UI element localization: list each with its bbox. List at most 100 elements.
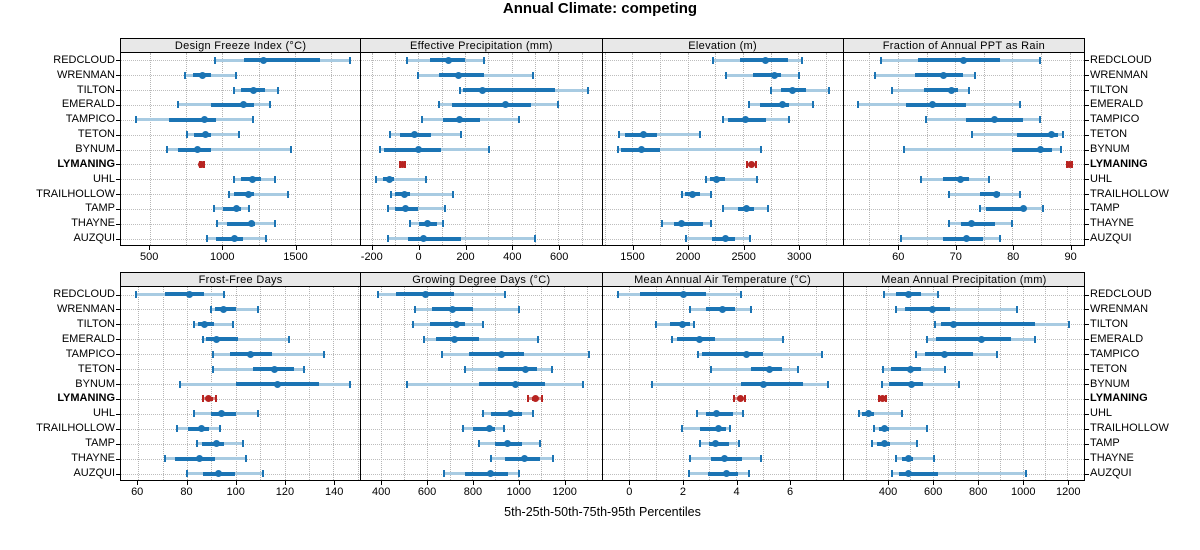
percentile-band-25-75 xyxy=(891,367,922,372)
whisker-cap xyxy=(539,440,542,448)
median-dot xyxy=(248,175,256,183)
row-tick-left xyxy=(116,324,120,326)
row-tick-left xyxy=(116,294,120,296)
whisker-cap xyxy=(235,71,238,79)
axis-caption: 5th-25th-50th-75th-95th Percentiles xyxy=(504,505,701,519)
percentile-band-5-95 xyxy=(229,192,289,196)
whisker-cap xyxy=(517,305,520,313)
row-tick-right xyxy=(1085,60,1089,62)
percentile-band-5-95 xyxy=(202,337,290,341)
median-dot xyxy=(957,175,965,183)
row-tick-right xyxy=(1085,75,1089,77)
median-dot xyxy=(770,71,778,79)
whisker-cap xyxy=(213,56,216,64)
whisker-cap xyxy=(265,235,267,243)
whisker-cap xyxy=(488,146,490,153)
whisker-cap xyxy=(999,235,1002,243)
whisker-cap xyxy=(452,190,454,198)
percentile-band-25-75 xyxy=(888,382,924,386)
axis-tick-label: 0 xyxy=(626,486,633,498)
station-label-right: TAMPICO xyxy=(1090,347,1140,360)
station-label-left: WRENMAN xyxy=(56,68,115,81)
station-label-left: THAYNE xyxy=(71,217,115,230)
percentile-band-25-75 xyxy=(222,206,242,211)
whisker-cap xyxy=(739,290,742,298)
percentile-band-25-75 xyxy=(898,471,938,476)
axis-tick xyxy=(295,246,297,250)
percentile-band-25-75 xyxy=(699,426,727,431)
station-label-right: TAMP xyxy=(1090,437,1120,450)
grid-line-vertical xyxy=(869,53,871,245)
percentile-band-25-75 xyxy=(941,322,1036,327)
whisker-cap xyxy=(968,86,971,94)
whisker-cap xyxy=(1042,205,1045,213)
percentile-band-5-95 xyxy=(166,148,292,151)
grid-line-horizontal xyxy=(121,134,361,136)
whisker-cap xyxy=(988,175,990,183)
median-dot xyxy=(420,235,428,243)
percentile-band-25-75 xyxy=(383,147,442,152)
row-tick-left xyxy=(116,134,120,136)
percentile-band-25-75 xyxy=(234,192,255,197)
whisker-cap xyxy=(1034,335,1037,343)
median-dot xyxy=(991,116,999,124)
whisker-cap xyxy=(856,101,859,109)
grid-line-vertical xyxy=(357,287,359,480)
station-label-right: THAYNE xyxy=(1090,452,1134,465)
grid-line-horizontal xyxy=(602,134,843,136)
grid-line-vertical xyxy=(770,53,772,245)
whisker-cap xyxy=(242,440,245,448)
panel xyxy=(361,53,603,246)
station-label-right: BYNUM xyxy=(1090,143,1130,155)
percentile-band-25-75 xyxy=(215,236,243,241)
whisker-cap xyxy=(670,335,673,343)
median-dot xyxy=(246,350,254,358)
row-tick-left xyxy=(116,164,120,166)
whisker-cap xyxy=(766,205,769,213)
whisker-cap xyxy=(743,395,746,403)
row-tick-left xyxy=(116,60,120,62)
grid-line-horizontal xyxy=(602,324,843,326)
axis-tick-label: 100 xyxy=(226,486,245,498)
whisker-cap xyxy=(185,131,188,139)
axis-tick-label: 4 xyxy=(733,486,740,498)
axis-tick xyxy=(334,481,336,485)
whisker-cap xyxy=(871,440,874,448)
grid-line-vertical xyxy=(149,53,151,245)
whisker-cap xyxy=(796,365,799,373)
whisker-cap xyxy=(477,440,480,448)
median-dot xyxy=(450,335,458,343)
whisker-cap xyxy=(378,146,381,153)
percentile-band-25-75 xyxy=(1017,132,1059,137)
axis-tick-label: -200 xyxy=(360,251,383,263)
median-dot xyxy=(501,101,509,109)
whisker-cap xyxy=(820,350,823,358)
whisker-cap xyxy=(375,175,378,183)
percentile-band-5-95 xyxy=(671,337,784,341)
whisker-cap xyxy=(681,425,684,433)
percentile-band-5-95 xyxy=(892,472,1027,476)
axis-tick xyxy=(1070,246,1072,250)
percentile-band-25-75 xyxy=(491,411,522,416)
whisker-cap xyxy=(277,86,280,94)
axis-tick xyxy=(518,481,520,485)
grid-line-vertical xyxy=(403,287,405,480)
whisker-cap xyxy=(210,305,213,313)
station-label-left: EMERALD xyxy=(61,98,115,111)
median-dot xyxy=(201,131,209,139)
whisker-cap xyxy=(386,205,389,213)
whisker-cap xyxy=(390,190,393,198)
whisker-cap xyxy=(970,131,973,139)
station-label-right: REDCLOUD xyxy=(1090,53,1152,66)
whisker-cap xyxy=(689,305,692,313)
median-dot xyxy=(907,380,915,388)
whisker-cap xyxy=(617,290,620,298)
median-dot xyxy=(260,56,268,64)
row-tick-right xyxy=(1085,194,1089,195)
whisker-cap xyxy=(288,335,291,343)
median-dot xyxy=(941,350,949,358)
station-label-left: TAMP xyxy=(85,202,115,215)
median-dot xyxy=(531,395,539,403)
percentile-band-25-75 xyxy=(924,352,973,357)
median-dot xyxy=(928,101,936,109)
